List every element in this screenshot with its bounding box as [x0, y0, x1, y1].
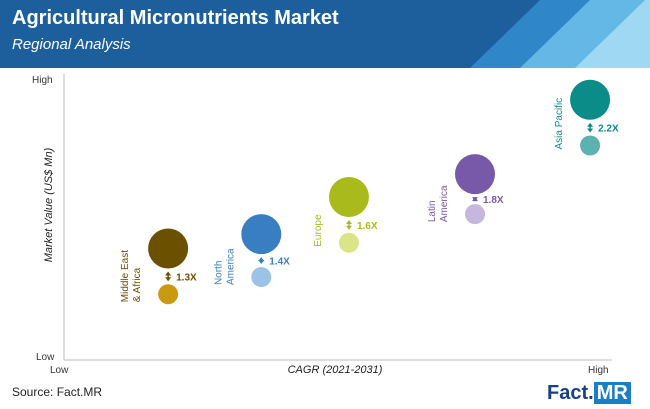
source-note: Source: Fact.MR: [12, 385, 103, 399]
region-label-2: Europe: [313, 214, 324, 247]
multiplier-label-1: 1.4X: [269, 257, 290, 268]
logo-text-fact: Fact.: [547, 382, 594, 404]
chart-marks: 1.3X Middle East& Africa 1.4X NorthAmerica 1…: [120, 79, 619, 305]
x-low-label: Low: [50, 365, 69, 376]
logo-text-mr: MR: [593, 382, 631, 404]
header-banner: [0, 0, 650, 68]
region-label-1: NorthAmerica: [213, 248, 236, 285]
growth-arrow-head-bottom-2: [345, 225, 352, 230]
y-low-label: Low: [36, 352, 55, 363]
growth-arrow-head-top-0: [165, 271, 172, 276]
bubble-current-2: [328, 176, 369, 217]
growth-arrow-head-bottom-1: [258, 260, 265, 265]
multiplier-label-4: 2.2X: [598, 124, 619, 135]
region-label-3: LatinAmerica: [427, 185, 450, 222]
multiplier-label-2: 1.6X: [357, 221, 378, 232]
bubble-base-4: [580, 135, 601, 156]
bubble-current-4: [570, 79, 611, 120]
multiplier-label-3: 1.8X: [483, 195, 504, 206]
x-high-label: High: [588, 365, 609, 376]
bubble-current-3: [455, 154, 495, 195]
growth-arrow-head-top-4: [587, 122, 594, 127]
page-subtitle: Regional Analysis: [12, 36, 131, 53]
y-axis-title: Market Value (US$ Mn): [43, 147, 55, 262]
y-high-label: High: [32, 75, 53, 86]
growth-arrow-head-top-2: [345, 219, 352, 224]
region-label-0: Middle East& Africa: [120, 250, 143, 302]
bubble-chart: High Low Low High CAGR (2021-2031) Marke…: [32, 74, 619, 376]
bubble-base-1: [251, 267, 272, 288]
x-axis-title: CAGR (2021-2031): [288, 364, 383, 376]
factmr-logo: Fact. MR: [547, 381, 643, 405]
bubble-base-2: [338, 232, 359, 253]
page-title: Agricultural Micronutrients Market: [12, 7, 339, 29]
growth-arrow-head-bottom-3: [472, 197, 478, 202]
growth-arrow-head-bottom-4: [587, 128, 594, 133]
bubble-current-0: [148, 228, 189, 269]
multiplier-label-0: 1.3X: [176, 272, 197, 283]
bubble-current-1: [241, 214, 282, 255]
bubble-base-0: [158, 284, 179, 305]
bubble-base-3: [465, 204, 485, 225]
region-label-4: Asia Pacific: [554, 98, 565, 150]
growth-arrow-head-bottom-0: [165, 277, 172, 282]
